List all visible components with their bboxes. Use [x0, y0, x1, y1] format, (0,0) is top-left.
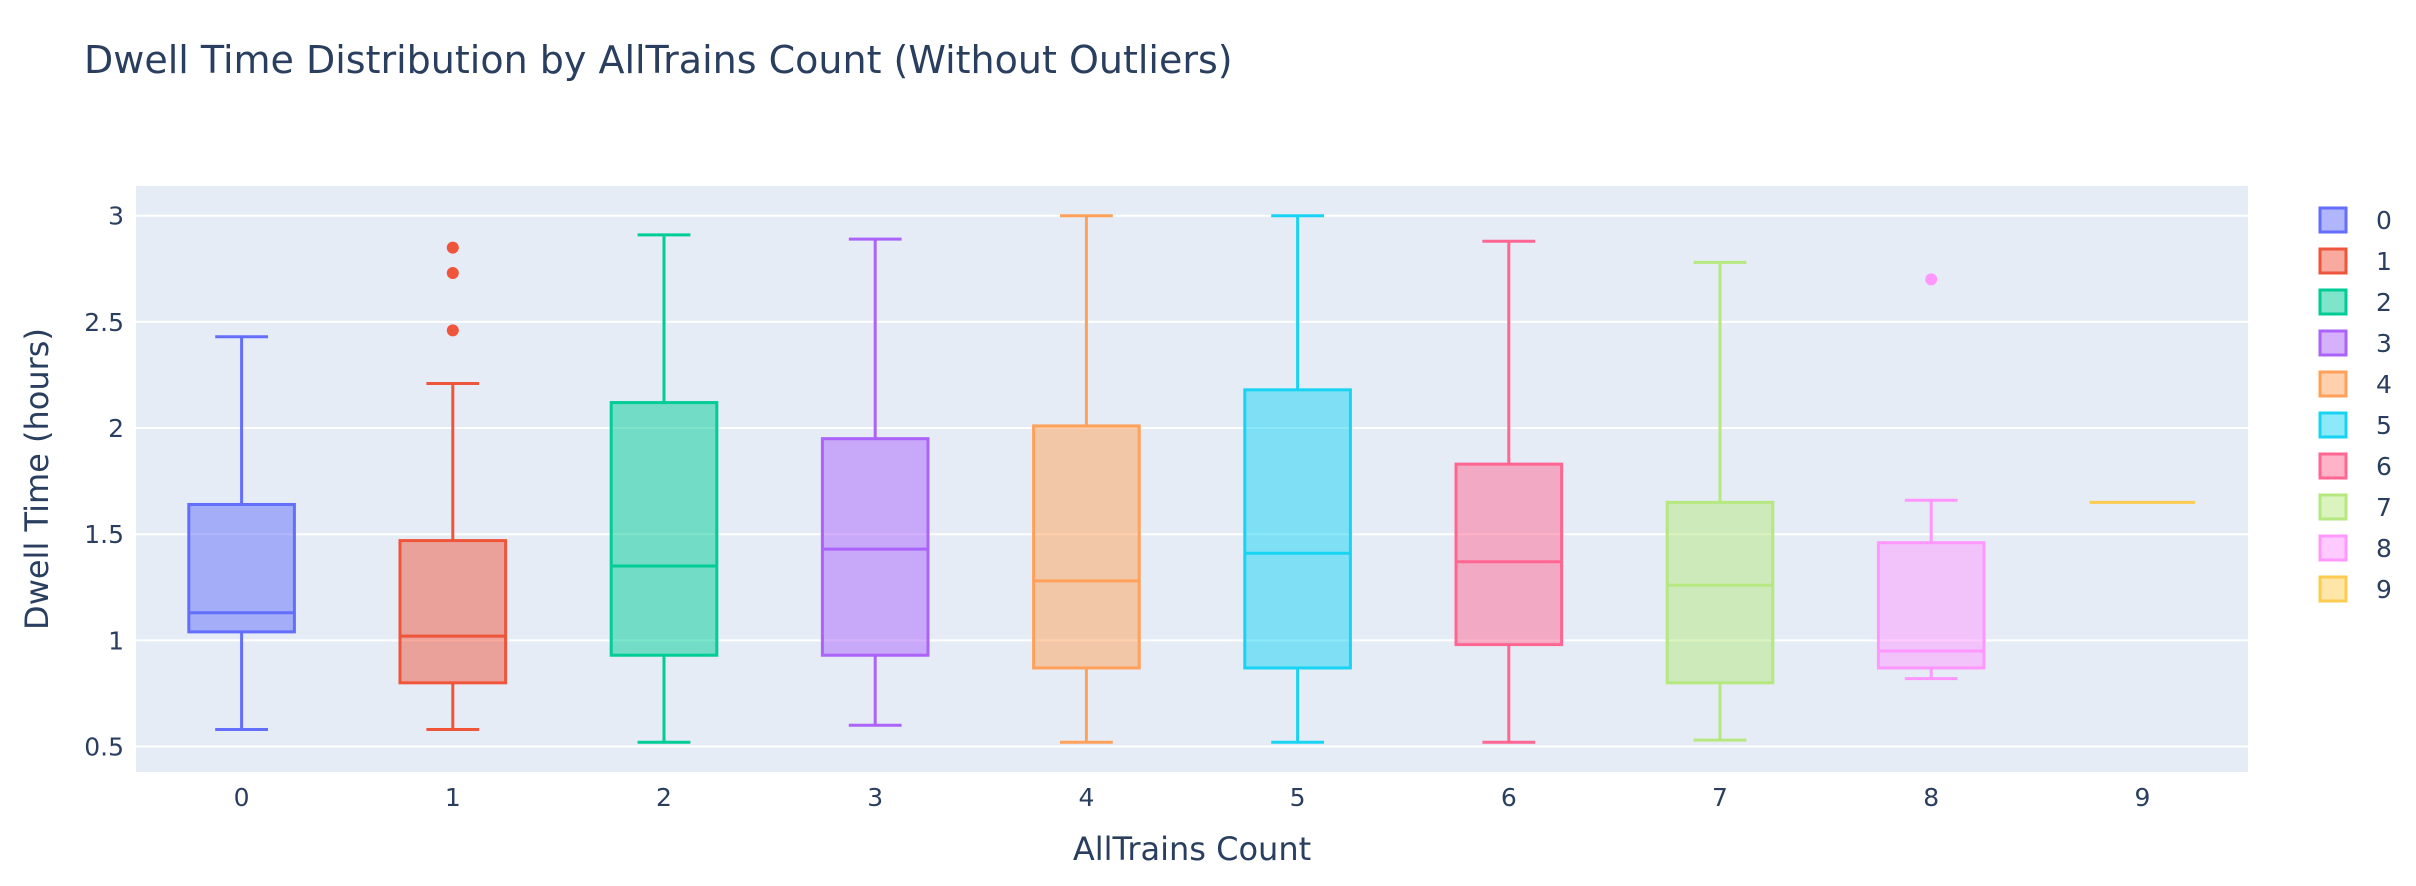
legend-item-9[interactable]: 9 [2318, 575, 2392, 604]
legend-label: 1 [2376, 247, 2392, 276]
boxes [187, 214, 2196, 744]
legend-swatch [2318, 329, 2348, 357]
outlier-point [446, 324, 459, 337]
x-tick-label: 4 [1078, 783, 1094, 812]
legend-label: 4 [2376, 370, 2392, 399]
legend-swatch [2318, 575, 2348, 603]
legend-swatch [2318, 411, 2348, 439]
legend-item-6[interactable]: 6 [2318, 452, 2392, 481]
legend-swatch [2318, 452, 2348, 480]
x-tick-label: 1 [445, 783, 461, 812]
box-series-6[interactable] [1454, 239, 1564, 744]
legend-item-7[interactable]: 7 [2318, 493, 2392, 522]
y-axis-title: Dwell Time (hours) [18, 328, 56, 630]
legend-label: 7 [2376, 493, 2392, 522]
box-series-1[interactable] [398, 241, 508, 732]
legend-item-4[interactable]: 4 [2318, 370, 2392, 399]
x-tick-label: 2 [656, 783, 672, 812]
y-tick-label: 2 [108, 414, 124, 443]
box-series-8[interactable] [1876, 273, 1986, 681]
box-iqr [187, 502, 296, 634]
legend-label: 8 [2376, 534, 2392, 563]
legend-swatch [2318, 370, 2348, 398]
x-tick-label: 7 [1712, 783, 1728, 812]
box-series-5[interactable] [1243, 214, 1352, 744]
y-axis-ticks: 0.5 1 1.5 2 2.5 3 [84, 202, 124, 762]
legend-item-8[interactable]: 8 [2318, 534, 2392, 563]
outlier-point [1925, 273, 1938, 286]
box-series-7[interactable] [1665, 260, 1775, 742]
x-axis-title: AllTrains Count [1073, 830, 1311, 868]
box-iqr [1665, 500, 1775, 685]
outlier-point [446, 267, 459, 280]
box-series-0[interactable] [187, 335, 296, 732]
legend-swatch [2318, 534, 2348, 562]
legend-swatch [2318, 493, 2348, 521]
box-iqr [1876, 541, 1986, 670]
box-iqr [1243, 388, 1352, 670]
x-tick-label: 0 [234, 783, 250, 812]
box-iqr [609, 401, 719, 657]
legend[interactable]: 0 1 2 3 4 5 6 7 8 9 [2318, 206, 2392, 604]
x-axis-ticks: 0 1 2 3 4 5 6 7 8 9 [234, 783, 2151, 812]
legend-label: 5 [2376, 411, 2392, 440]
box-series-3[interactable] [820, 237, 930, 727]
y-tick-label: 0.5 [84, 733, 124, 762]
legend-label: 2 [2376, 288, 2392, 317]
x-tick-label: 9 [2134, 783, 2150, 812]
x-tick-label: 3 [867, 783, 883, 812]
box-iqr [1032, 424, 1141, 670]
box-series-2[interactable] [609, 233, 719, 744]
legend-item-1[interactable]: 1 [2318, 247, 2392, 276]
x-tick-label: 5 [1290, 783, 1306, 812]
x-tick-label: 8 [1923, 783, 1939, 812]
legend-swatch [2318, 247, 2348, 275]
y-tick-label: 1.5 [84, 520, 124, 549]
legend-item-2[interactable]: 2 [2318, 288, 2392, 317]
box-iqr [1454, 462, 1564, 647]
y-tick-label: 2.5 [84, 308, 124, 337]
legend-label: 3 [2376, 329, 2392, 358]
legend-swatch [2318, 206, 2348, 234]
box-iqr [398, 539, 508, 685]
legend-item-0[interactable]: 0 [2318, 206, 2392, 235]
gridlines [136, 214, 2248, 748]
y-tick-label: 3 [108, 202, 124, 231]
legend-label: 9 [2376, 575, 2392, 604]
legend-item-5[interactable]: 5 [2318, 411, 2392, 440]
legend-item-3[interactable]: 3 [2318, 329, 2392, 358]
y-tick-label: 1 [108, 626, 124, 655]
legend-swatch [2318, 288, 2348, 316]
x-tick-label: 6 [1501, 783, 1517, 812]
box-series-4[interactable] [1032, 214, 1141, 744]
legend-label: 0 [2376, 206, 2392, 235]
box-iqr [820, 437, 930, 657]
chart-title: Dwell Time Distribution by AllTrains Cou… [84, 38, 1233, 82]
outlier-point [446, 241, 459, 254]
legend-label: 6 [2376, 452, 2392, 481]
